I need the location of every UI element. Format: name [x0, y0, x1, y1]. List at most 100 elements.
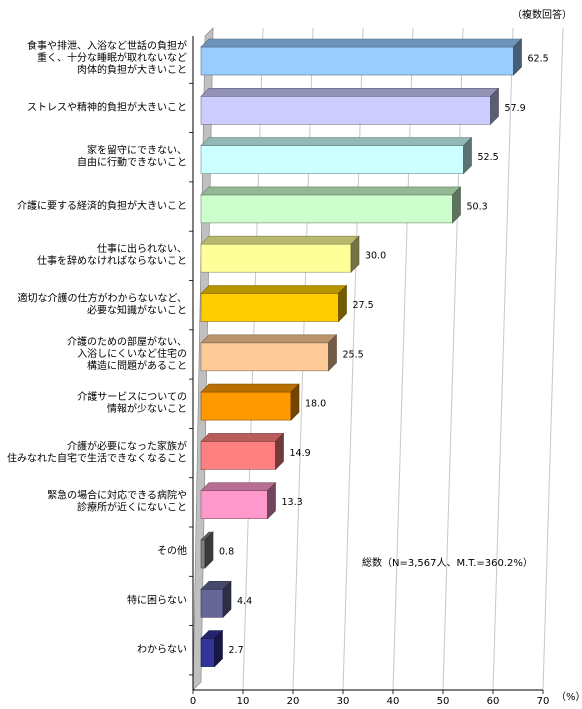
category-label: 仕事に出られない、仕事を辞めなければならないこと: [37, 242, 187, 267]
bar-side: [490, 87, 499, 126]
category-labels: 食事や排泄、入浴など世話の負担が重く、十分な睡眠が取れないなど肉体的負担が大きい…: [7, 39, 187, 656]
bar: [200, 96, 491, 125]
category-label-line: 入浴しにくいなど住宅の: [77, 347, 187, 360]
category-label: 介護サービスについての情報が少ないこと: [77, 390, 187, 415]
bar-side: [513, 38, 522, 76]
category-label-line: ストレスや精神的負担が大きいこと: [27, 100, 187, 113]
category-label-line: 家を留守にできない、: [87, 144, 187, 157]
bar: [200, 293, 339, 322]
bar: [200, 145, 464, 174]
bar-side: [222, 580, 232, 619]
category-label: 特に困らない: [127, 594, 187, 606]
bar: [200, 588, 224, 618]
bar: [200, 441, 276, 470]
bar: [200, 342, 329, 372]
bar-top: [200, 235, 360, 245]
category-label-line: 仕事を辞めなければならないこと: [37, 254, 187, 267]
bar-top: [200, 482, 277, 492]
bar-side: [267, 481, 276, 520]
bar-side: [204, 531, 214, 569]
bar-top: [200, 334, 338, 344]
category-label: わからない: [137, 644, 187, 656]
bar-top: [200, 137, 473, 146]
category-label-line: 介護に要する経済的負担が大きいこと: [17, 199, 187, 212]
category-label-line: 住みなれた自宅で生活できなくなること: [7, 451, 187, 464]
value-label: 0.8: [219, 547, 234, 558]
category-label-line: 緊急の場合に対応できる病院や: [47, 489, 187, 502]
category-label-line: 構造に問題があること: [87, 359, 187, 372]
category-label-line: 介護のための部屋がない、: [67, 335, 187, 348]
category-label-line: 仕事に出られない、: [97, 242, 187, 255]
bar-top: [200, 38, 523, 48]
bar-side: [350, 235, 360, 273]
bar-side: [275, 432, 284, 471]
category-label: 介護に要する経済的負担が大きいこと: [17, 199, 187, 212]
category-label: 介護のための部屋がない、入浴しにくいなど住宅の構造に問題があること: [67, 335, 187, 372]
category-label-line: わからない: [137, 644, 187, 656]
gridline: [492, 27, 514, 691]
bar: [200, 539, 206, 569]
category-label: 家を留守にできない、自由に行動できないこと: [77, 144, 187, 169]
category-label-line: その他: [157, 544, 187, 557]
category-label-line: 食事や排泄、入浴など世話の負担が: [27, 39, 187, 52]
category-label-line: 重く、十分な睡眠が取れないなど: [37, 51, 187, 64]
value-label: 18.0: [305, 399, 326, 410]
bar-top: [200, 383, 300, 393]
category-label: 緊急の場合に対応できる病院や診療所が近くにないこと: [47, 489, 187, 514]
category-label-line: 診療所が近くにないこと: [77, 501, 187, 514]
category-label: 介護が必要になった家族が住みなれた自宅で生活できなくなること: [7, 439, 187, 464]
bar: [200, 46, 514, 76]
value-label: 27.5: [353, 300, 374, 311]
category-label-line: 情報が少ないこと: [107, 402, 187, 415]
bar-top: [200, 285, 348, 294]
gridline: [542, 27, 564, 691]
category-label: 適切な介護の仕方がわからないなど、必要な知識がないこと: [18, 292, 188, 317]
bar: [200, 638, 215, 667]
bar: [200, 243, 352, 273]
x-tick-label: 20: [287, 696, 300, 707]
value-label: 30.0: [365, 251, 386, 262]
category-label: その他: [157, 544, 187, 557]
value-label: 4.4: [237, 596, 252, 607]
x-axis-unit: （%）: [556, 691, 582, 703]
bar-side: [463, 136, 472, 175]
value-label: 2.7: [229, 645, 244, 656]
x-tick-label: 30: [337, 696, 350, 707]
bar-side: [214, 629, 223, 668]
bar-side: [452, 186, 461, 224]
value-label: 25.5: [343, 349, 364, 360]
category-label-line: 適切な介護の仕方がわからないなど、: [18, 292, 188, 305]
value-label: 62.5: [528, 54, 549, 65]
category-label-line: 特に困らない: [127, 594, 187, 606]
value-label: 50.3: [467, 201, 488, 212]
category-label-line: 介護サービスについての: [77, 390, 187, 403]
bar-side: [328, 334, 337, 372]
bar-side: [290, 383, 300, 421]
x-tick-label: 60: [487, 696, 500, 707]
total-note: 総数（N=3,567人、M.T.=360.2%）: [362, 556, 533, 569]
value-labels: 62.5 57.9 52.5 50.3 30.0 27.5 25.5 18.0 14.9 13.3…: [219, 54, 549, 657]
multiple-answers-note: （複数回答）: [512, 8, 572, 21]
category-label-line: 介護が必要になった家族が: [67, 439, 187, 452]
value-label: 52.5: [478, 152, 499, 163]
value-label: 13.3: [282, 497, 303, 508]
bar: [200, 490, 268, 520]
x-tick-label: 40: [387, 696, 400, 707]
x-tick-label: 0: [190, 696, 196, 707]
bar-top: [200, 433, 285, 442]
category-label: 食事や排泄、入浴など世話の負担が重く、十分な睡眠が取れないなど肉体的負担が大きい…: [27, 39, 187, 76]
bar-top: [200, 88, 500, 97]
gridline: [392, 27, 414, 691]
x-tick-label: 10: [237, 696, 250, 707]
value-label: 57.9: [505, 103, 526, 114]
x-axis-ticks: 0 10 20 30 40 50 60 70: [190, 690, 550, 707]
category-label: ストレスや精神的負担が大きいこと: [27, 100, 187, 113]
gridline: [442, 27, 464, 691]
category-label-line: 肉体的負担が大きいこと: [77, 63, 187, 76]
category-label-line: 必要な知識がないこと: [87, 304, 187, 317]
x-tick-label: 70: [537, 696, 550, 707]
bar: [200, 391, 292, 421]
bars: [200, 38, 523, 668]
bar-top: [200, 186, 462, 196]
